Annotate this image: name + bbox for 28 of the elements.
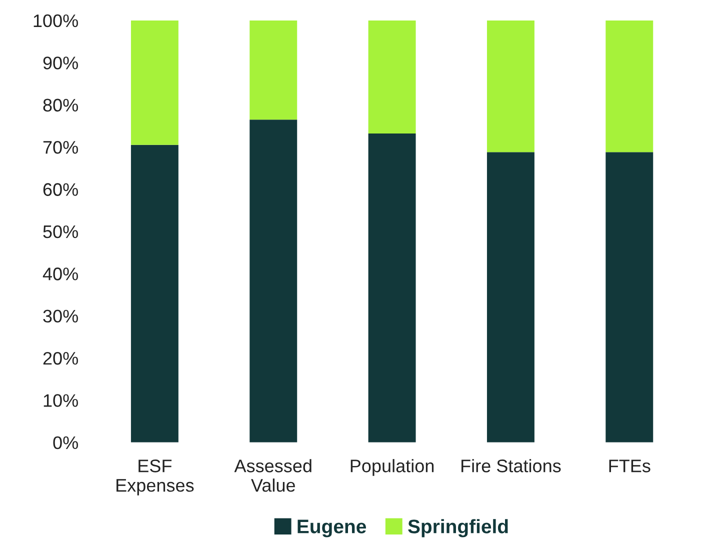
y-tick-label: 80% (43, 98, 78, 112)
bar (130, 20, 178, 145)
y-tick-label: 70% (43, 140, 78, 154)
y-tick-label: 40% (42, 268, 78, 280)
y-tick-label: 0% (53, 436, 78, 450)
y-tick-label: 60% (43, 183, 78, 196)
x-tick-label: FTEs (609, 460, 650, 472)
bar (130, 144, 178, 442)
bar (368, 20, 416, 134)
legend-label: Eugene (298, 520, 366, 538)
bar (486, 152, 534, 442)
x-tick-label: ESF Expenses (116, 460, 194, 496)
y-tick-label: 90% (43, 56, 78, 70)
y-tick-label: 100% (34, 14, 78, 28)
y-tick-label: 50% (43, 225, 78, 238)
legend-label: Springfield (408, 519, 508, 538)
y-tick-label: 30% (43, 310, 78, 323)
bar (368, 134, 416, 442)
y-tick-label: 20% (43, 352, 78, 365)
bar (606, 20, 654, 152)
x-tick-label: Fire Stations (462, 459, 561, 472)
bar (250, 120, 298, 442)
bar (250, 20, 298, 120)
bar (486, 20, 534, 152)
x-tick-label: Population (350, 459, 434, 476)
x-tick-label: Assessed Value (234, 459, 312, 492)
y-tick-label: 10% (44, 394, 78, 407)
bar (606, 152, 654, 442)
